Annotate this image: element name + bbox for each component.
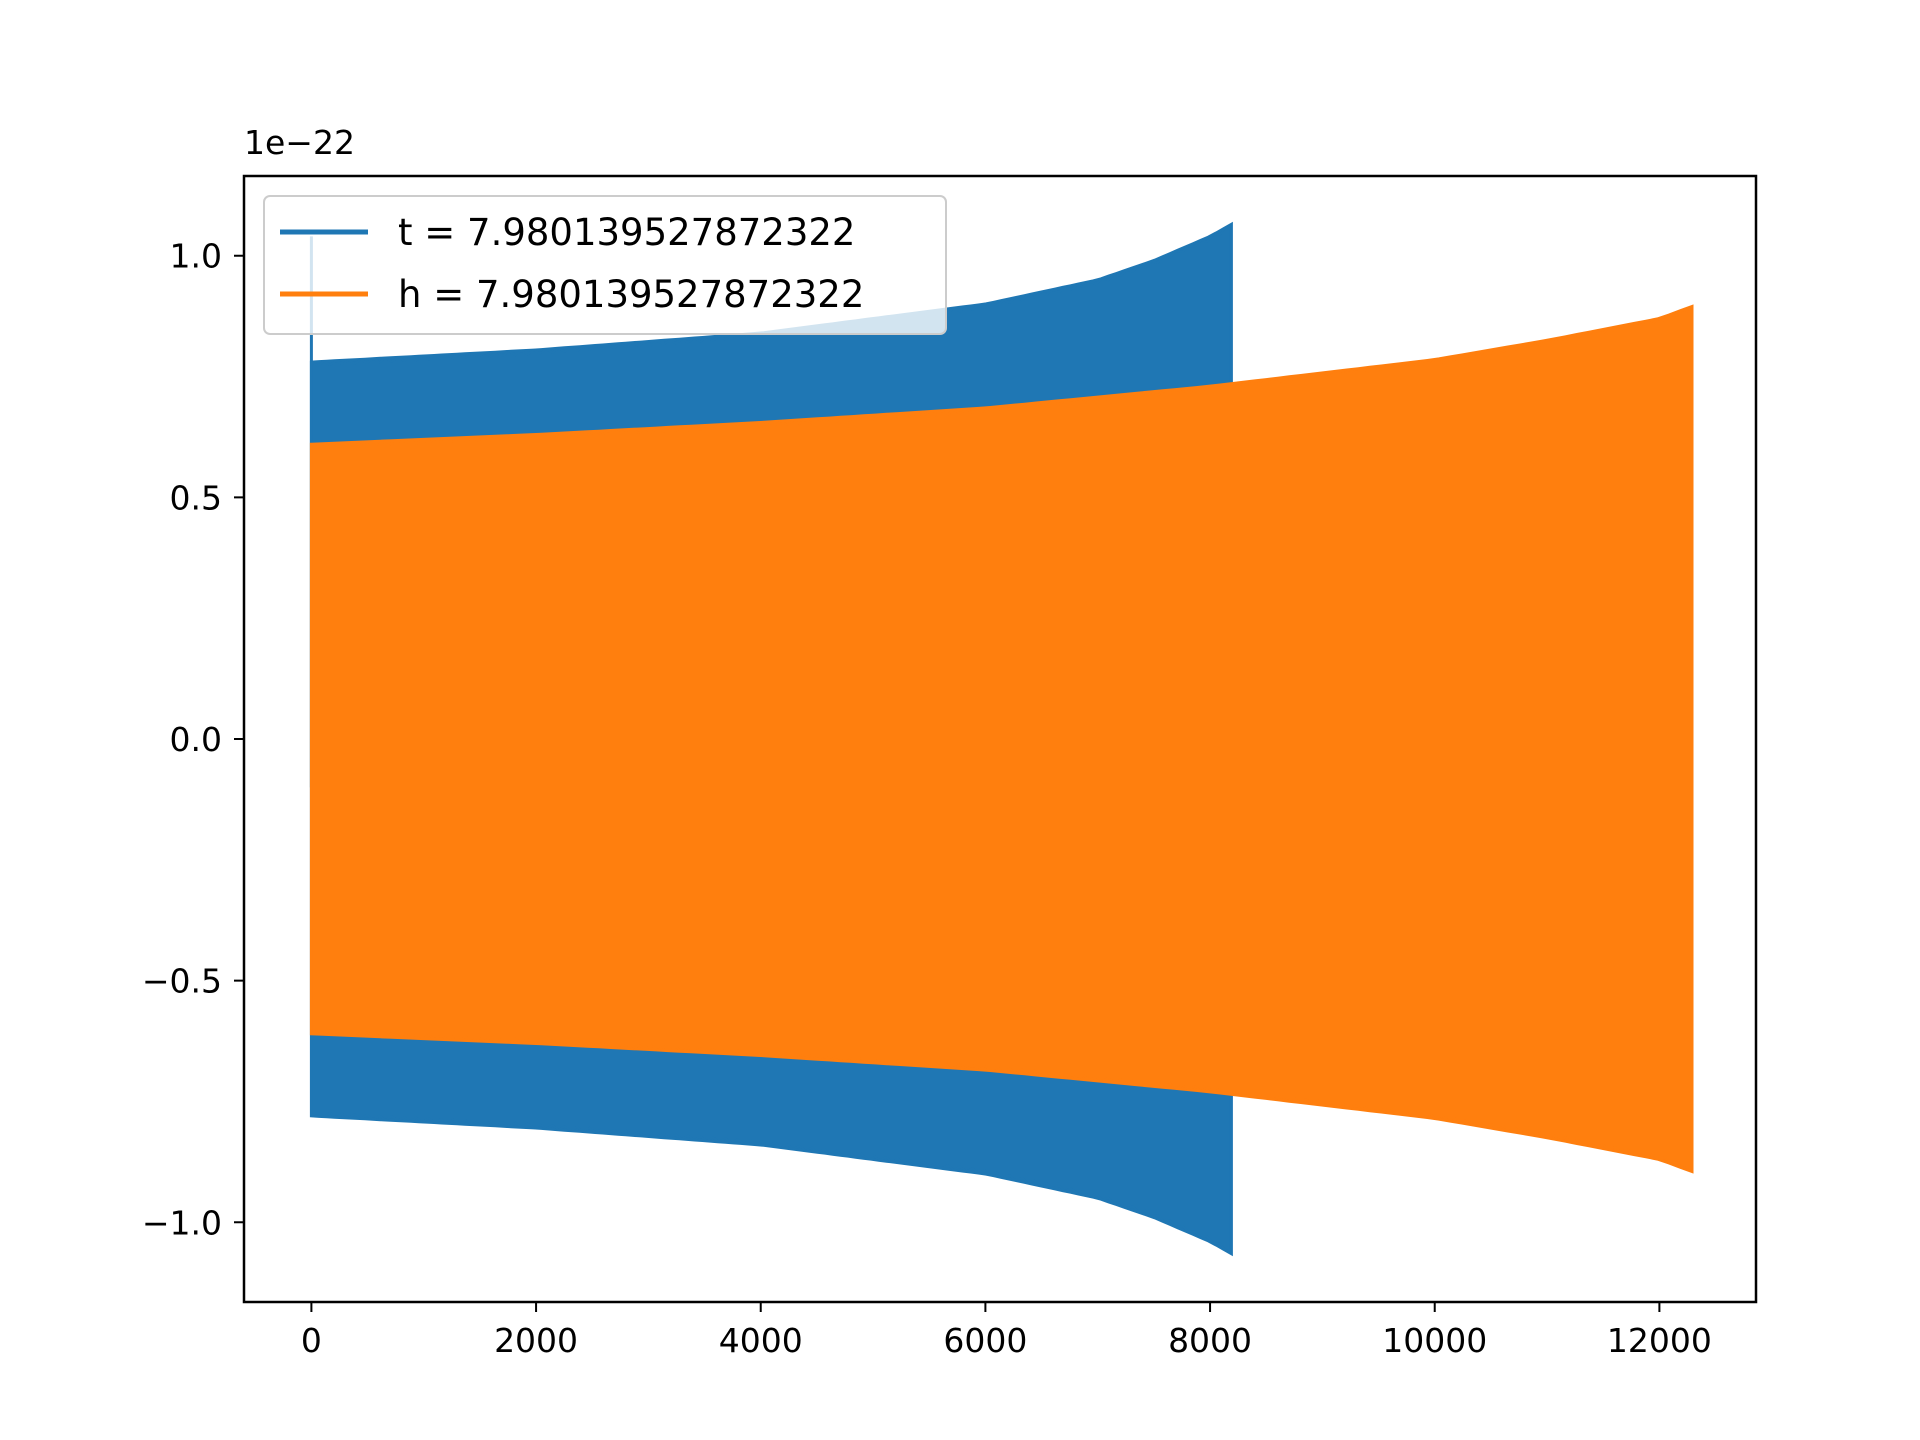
y-tick-label: 0.0 (170, 720, 222, 759)
x-axis: 0 2000 4000 6000 8000 10000 12000 (301, 1302, 1712, 1360)
series-h (309, 304, 1694, 1174)
series-peaks-upper (310, 308, 1690, 450)
legend: t = 7.980139527872322 h = 7.9801395278723… (263, 195, 947, 335)
legend-box (263, 195, 947, 335)
plot-area (309, 221, 1694, 1257)
y-axis: −1.0 −0.5 0.0 0.5 1.0 (142, 237, 244, 1242)
legend-label: h = 7.980139527872322 (398, 273, 864, 316)
x-tick-label: 4000 (719, 1321, 803, 1360)
x-tick-label: 0 (301, 1321, 322, 1360)
series-band (309, 304, 1694, 1174)
y-tick-label: 0.5 (170, 478, 222, 517)
series-peaks-lower (310, 1111, 1232, 1252)
x-tick-label: 6000 (943, 1321, 1027, 1360)
legend-label: t = 7.980139527872322 (398, 211, 855, 254)
x-tick-label: 8000 (1168, 1321, 1252, 1360)
y-offset-label: 1e−22 (244, 123, 355, 162)
y-tick-label: −0.5 (142, 962, 222, 1001)
x-tick-label: 10000 (1382, 1321, 1487, 1360)
x-tick-label: 12000 (1607, 1321, 1712, 1360)
y-tick-label: −1.0 (142, 1203, 222, 1242)
y-tick-label: 1.0 (170, 237, 222, 276)
x-tick-label: 2000 (494, 1321, 578, 1360)
series-peaks-lower (310, 1028, 1690, 1170)
